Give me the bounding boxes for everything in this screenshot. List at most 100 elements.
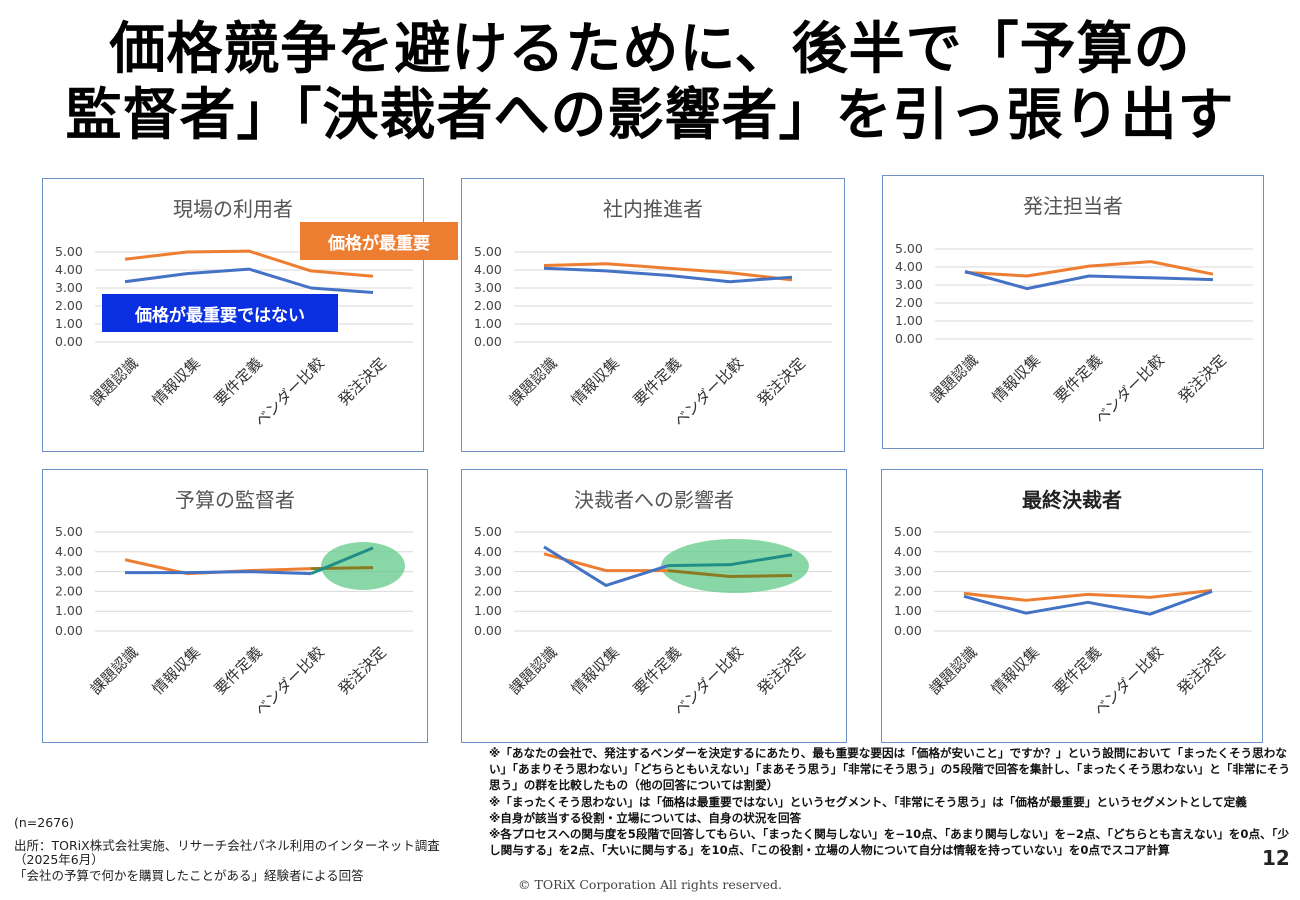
x-tick-label: 情報収集	[149, 354, 204, 409]
y-tick-label: 5.00	[55, 524, 83, 539]
y-tick-label: 3.00	[895, 277, 923, 292]
x-tick-label: 課題認識	[87, 643, 142, 698]
x-tick-label: 発注決定	[1174, 643, 1229, 698]
x-tick-label: 課題認識	[506, 643, 561, 698]
y-tick-label: 1.00	[474, 316, 502, 331]
chart-panel-internal-promoter: 社内推進者 5.00 4.00 3.00 2.00 1.00 0.00 課題認識 情報収集 要件…	[461, 178, 845, 452]
chart-panel-decision-influencer: 決裁者への影響者 5.00 4.00 3.00 2.00 1.00 0.00 課題認識 情報収…	[461, 469, 847, 743]
y-tick-label: 5.00	[474, 244, 502, 259]
footnote-3: ※自身が該当する役割・立場については、自身の状況を回答	[489, 810, 802, 825]
sample-size: (n=2676)	[14, 815, 74, 830]
y-tick-label: 1.00	[474, 603, 502, 618]
y-tick-label: 2.00	[894, 583, 922, 598]
chart-title: 予算の監督者	[175, 488, 295, 512]
x-tick-label: 発注決定	[335, 354, 390, 409]
y-tick-label: 4.00	[894, 544, 922, 559]
x-tick-label: 要件定義	[630, 354, 685, 409]
chart-title: 最終決裁者	[1022, 488, 1122, 512]
chart-panel-order-staff: 発注担当者 5.00 4.00 3.00 2.00 1.00 0.00 課題認識 情報収集 要件…	[882, 175, 1264, 449]
y-tick-label: 2.00	[474, 583, 502, 598]
y-tick-label: 3.00	[894, 564, 922, 579]
x-tick-label: 発注決定	[754, 354, 809, 409]
x-tick-label: 情報収集	[988, 643, 1043, 698]
y-tick-label: 2.00	[55, 298, 83, 313]
x-tick-label: 要件定義	[1051, 351, 1106, 406]
chart-title: 現場の利用者	[173, 197, 293, 221]
y-tick-label: 3.00	[55, 280, 83, 295]
y-tick-label: 3.00	[474, 280, 502, 295]
footnotes: ※「あなたの会社で、発注するベンダーを決定するにあたり、最も重要な要因は「価格が…	[489, 745, 1294, 858]
footnote-2: ※「まったくそう思わない」は「価格は最重要ではない」というセグメント、「非常にそ…	[489, 794, 1247, 809]
y-tick-label: 2.00	[474, 298, 502, 313]
y-tick-label: 5.00	[474, 524, 502, 539]
x-tick-label: 発注決定	[754, 643, 809, 698]
copyright: © TORiX Corporation All rights reserved.	[518, 877, 782, 892]
y-tick-label: 2.00	[895, 295, 923, 310]
y-tick-label: 1.00	[55, 603, 83, 618]
series-line	[124, 249, 374, 278]
x-tick-label: 課題認識	[506, 354, 561, 409]
x-tick-label: 発注決定	[1175, 351, 1230, 406]
y-tick-label: 4.00	[474, 262, 502, 277]
callout-price-not-important: 価格が最重要ではない	[102, 294, 338, 332]
x-tick-label: 課題認識	[927, 351, 982, 406]
x-tick-label: 情報収集	[568, 643, 623, 698]
series-line	[125, 570, 312, 576]
y-tick-label: 3.00	[55, 564, 83, 579]
y-tick-label: 0.00	[895, 331, 923, 346]
y-tick-label: 0.00	[55, 334, 83, 349]
x-tick-label: 要件定義	[211, 643, 266, 698]
series-line	[543, 545, 669, 587]
y-tick-label: 5.00	[55, 244, 83, 259]
chart-panel-final-decision-maker: 最終決裁者 5.00 4.00 3.00 2.00 1.00 0.00 課題認識 情報収集 要件…	[881, 469, 1263, 743]
highlight-ellipse	[321, 542, 405, 590]
footnote-1: ※「あなたの会社で、発注するベンダーを決定するにあたり、最も重要な要因は「価格が…	[489, 746, 1291, 793]
y-tick-label: 0.00	[894, 623, 922, 638]
x-tick-label: 情報収集	[149, 643, 204, 698]
source-line-2: （2025年6月）	[14, 852, 104, 867]
y-tick-label: 4.00	[55, 544, 83, 559]
series-line-highlighted	[667, 569, 793, 579]
x-tick-label: 要件定義	[630, 643, 685, 698]
series-line	[543, 262, 793, 282]
chart-title: 社内推進者	[603, 197, 703, 221]
x-tick-label: 課題認識	[926, 643, 981, 698]
page-number: 12	[1262, 846, 1290, 870]
y-tick-label: 5.00	[895, 241, 923, 256]
chart-title: 発注担当者	[1023, 194, 1123, 218]
y-tick-label: 0.00	[55, 623, 83, 638]
y-tick-label: 2.00	[55, 583, 83, 598]
y-tick-label: 1.00	[894, 603, 922, 618]
source-line-3: 「会社の予算で何かを購買したことがある」経験者による回答	[14, 868, 364, 883]
series-line	[964, 270, 1214, 291]
series-line	[543, 266, 793, 284]
series-line	[124, 267, 374, 294]
x-tick-label: 情報収集	[568, 354, 623, 409]
y-tick-label: 4.00	[55, 262, 83, 277]
series-line-highlighted	[667, 553, 793, 568]
series-line	[543, 552, 668, 573]
y-tick-label: 1.00	[55, 316, 83, 331]
chart-panel-budget-supervisor: 予算の監督者 5.00 4.00 3.00 2.00 1.00 0.00 課題認識 情報収集要…	[42, 469, 428, 743]
x-tick-label: 情報収集	[989, 351, 1044, 406]
x-tick-label: 要件定義	[211, 354, 266, 409]
y-tick-label: 5.00	[894, 524, 922, 539]
x-tick-label: 発注決定	[335, 643, 390, 698]
highlight-ellipse	[661, 539, 809, 593]
y-tick-label: 1.00	[895, 313, 923, 328]
slide-title-line2: 監督者」「決裁者への影響者」を引っ張り出す	[65, 83, 1235, 148]
series-line-highlighted	[310, 546, 374, 575]
y-tick-label: 0.00	[474, 623, 502, 638]
x-tick-label: 課題認識	[87, 354, 142, 409]
x-tick-label: 要件定義	[1050, 643, 1105, 698]
y-tick-label: 3.00	[474, 564, 502, 579]
y-tick-label: 0.00	[474, 334, 502, 349]
y-tick-label: 4.00	[474, 544, 502, 559]
y-tick-label: 4.00	[895, 259, 923, 274]
